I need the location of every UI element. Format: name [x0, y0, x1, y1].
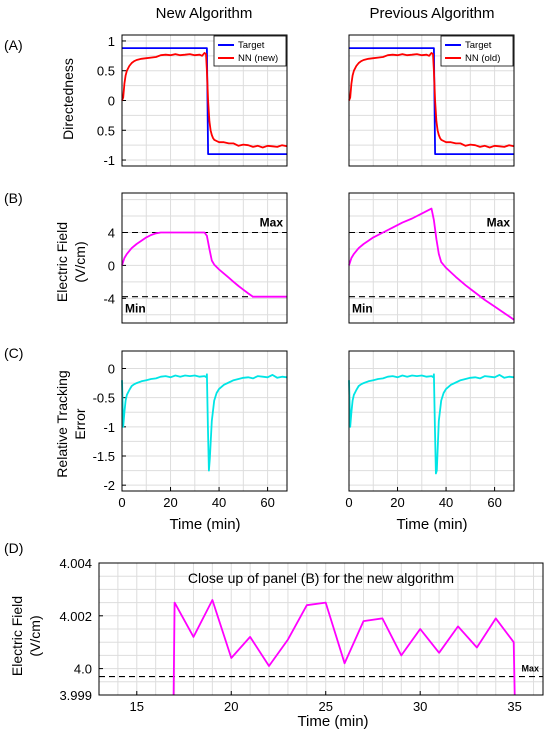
legend-entry: Target [238, 40, 265, 51]
ylabel-closeup-line1: Electric Field [9, 596, 25, 676]
x-tick-label: 35 [507, 699, 521, 714]
ylabel-error-line2: Error [72, 408, 88, 439]
panel-label-b: (B) [4, 190, 23, 206]
closeup-title: Close up of panel (B) for the new algori… [188, 570, 454, 586]
x-tick-label: 30 [413, 699, 427, 714]
series-line [121, 231, 287, 298]
plot-area [122, 351, 287, 491]
x-tick-label: 20 [224, 699, 238, 714]
column-title-new: New Algorithm [156, 5, 253, 22]
series-line [348, 373, 515, 475]
plot-frame [121, 34, 288, 167]
plot-frame [348, 350, 515, 492]
y-tick-label: 0 [108, 94, 115, 109]
chart-7: 4.004 4.002 4.0 3.999 15 20 25 30 35 Max Close up … [59, 556, 544, 714]
ylabel-closeup-line2: (V/cm) [27, 615, 43, 656]
max-annotation: Max [260, 215, 284, 229]
x-tick-label: 40 [439, 495, 453, 510]
x-tick-label: 15 [130, 699, 144, 714]
legend-entry: NN (new) [238, 53, 278, 64]
y-tick-label: -1.5 [93, 449, 115, 464]
ylabel-field-line1: Electric Field [54, 222, 70, 302]
column-title-previous: Previous Algorithm [369, 5, 494, 22]
x-tick-label: 40 [212, 495, 226, 510]
legend-box [440, 35, 514, 67]
y-tick-label: 4.004 [59, 556, 92, 571]
chart-1: 1 0.5 0 0.5 -1 Target NN (new) [97, 34, 288, 168]
plot-area [349, 351, 514, 491]
panel-label-c: (C) [4, 345, 23, 361]
chart-5: 0-0.5-1-1.5-20 20 40 60 [93, 350, 288, 510]
panel-label-a: (A) [4, 37, 23, 53]
chart-4: Max Min [348, 192, 515, 324]
ylabel-directedness: Directedness [60, 58, 76, 140]
series-line [172, 599, 516, 696]
x-tick-label: 20 [390, 495, 404, 510]
plot-frame [121, 192, 288, 324]
series-line [348, 207, 515, 321]
xlabel-time-closeup: Time (min) [297, 713, 368, 730]
min-annotation: Min [352, 302, 373, 316]
x-tick-label: 60 [260, 495, 274, 510]
series-line [121, 373, 288, 472]
chart-2: Target NN (old) [348, 34, 515, 167]
chart-3: 4 0 -4 Max Min [103, 192, 288, 324]
x-tick-label: 25 [318, 699, 332, 714]
legend-box [213, 35, 287, 67]
ylabel-error-line1: Relative Tracking [54, 370, 70, 477]
plot-frame [348, 34, 515, 167]
legend-entry: Target [465, 40, 492, 51]
plot-frame [348, 192, 515, 324]
series-line [121, 52, 288, 149]
chart-6: 0 20 40 60 [345, 350, 515, 510]
x-tick-label: 0 [118, 495, 125, 510]
min-annotation: Min [125, 302, 146, 316]
y-tick-label: 1 [108, 34, 115, 49]
y-tick-label: -2 [103, 478, 115, 493]
y-tick-label: -0.5 [93, 391, 115, 406]
y-tick-label: 4.0 [74, 662, 92, 677]
panel-label-d: (D) [4, 540, 23, 556]
ylabel-field-line2: (V/cm) [72, 241, 88, 282]
plot-area [122, 193, 287, 323]
y-tick-label: -1 [103, 420, 115, 435]
y-tick-label: 4.002 [59, 609, 92, 624]
y-tick-label: 4 [108, 225, 115, 240]
x-tick-label: 60 [487, 495, 501, 510]
y-tick-label: 0.5 [97, 123, 115, 138]
y-tick-label: -1 [103, 153, 115, 168]
x-tick-label: 20 [163, 495, 177, 510]
series-line [348, 52, 515, 149]
xlabel-time-previous: Time (min) [396, 516, 467, 533]
plot-frame [121, 350, 288, 492]
x-tick-label: 0 [345, 495, 352, 510]
y-tick-label: 3.999 [59, 688, 92, 703]
xlabel-time-new: Time (min) [169, 516, 240, 533]
legend-entry: NN (old) [465, 53, 500, 64]
max-annotation: Max [487, 215, 511, 229]
y-tick-label: -4 [103, 291, 115, 306]
y-tick-label: 0 [108, 362, 115, 377]
y-tick-label: 0.5 [97, 64, 115, 79]
plot-frame [98, 562, 544, 696]
y-tick-label: 0 [108, 258, 115, 273]
max-annotation: Max [521, 664, 539, 674]
